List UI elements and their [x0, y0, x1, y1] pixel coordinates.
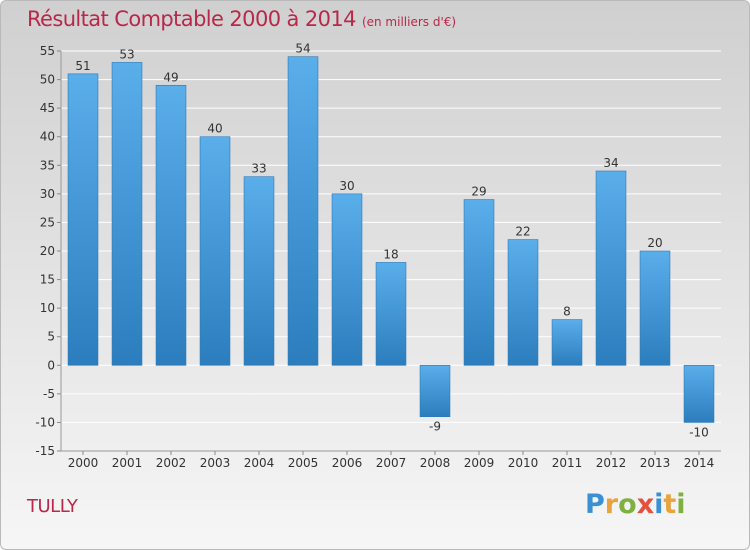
- x-tick-label: 2014: [684, 456, 715, 470]
- y-tick-label: 5: [47, 330, 55, 344]
- y-tick-label: 10: [40, 301, 55, 315]
- bars: [67, 56, 715, 423]
- chart-title: Résultat Comptable 2000 à 2014 (en millie…: [27, 7, 456, 31]
- chart-subtitle: (en milliers d'€): [361, 15, 457, 29]
- data-label: 49: [163, 70, 178, 84]
- y-tick-label: -5: [43, 387, 55, 401]
- data-label: -10: [689, 425, 709, 439]
- y-tick-label: 0: [47, 358, 55, 372]
- x-tick-label: 2008: [420, 456, 451, 470]
- x-tick-label: 2010: [508, 456, 539, 470]
- bar[interactable]: [331, 193, 363, 366]
- bar[interactable]: [287, 56, 319, 366]
- y-tick-label: 50: [40, 73, 55, 87]
- y-tick-label: 40: [40, 130, 55, 144]
- x-tick-label: 2000: [68, 456, 99, 470]
- data-label: 18: [383, 247, 398, 261]
- y-tick-label: -10: [35, 415, 55, 429]
- proxiti-logo[interactable]: Proxiti: [585, 489, 686, 520]
- y-tick-label: 20: [40, 244, 55, 258]
- axes: -15 -10 -5 0 5 10 15 20 25 30 35 40 45 50 55 2000 2001 20…: [35, 44, 721, 470]
- data-label: 33: [251, 162, 266, 176]
- data-label: 40: [207, 122, 222, 136]
- x-tick-label: 2012: [596, 456, 627, 470]
- data-label: 20: [647, 236, 662, 250]
- bar[interactable]: [639, 250, 671, 366]
- y-tick-label: 30: [40, 187, 55, 201]
- bar[interactable]: [551, 319, 583, 366]
- bar[interactable]: [419, 364, 451, 418]
- bar[interactable]: [199, 136, 231, 366]
- x-tick-label: 2013: [640, 456, 671, 470]
- bar[interactable]: [111, 62, 143, 366]
- chart-title-text: Résultat Comptable 2000 à 2014: [27, 7, 357, 31]
- data-labels: 51 53 49 40 33 54 30 18 -9 29 22 8 34 20 -10: [75, 42, 708, 440]
- data-label: 29: [471, 185, 486, 199]
- x-tick-label: 2004: [244, 456, 275, 470]
- bar[interactable]: [683, 364, 715, 423]
- y-tick-label: 25: [40, 215, 55, 229]
- data-label: 51: [75, 59, 90, 73]
- data-label: -9: [429, 420, 441, 434]
- bar[interactable]: [463, 199, 495, 366]
- x-tick-label: 2001: [112, 456, 143, 470]
- bar[interactable]: [243, 176, 275, 366]
- town-name: TULLY: [27, 496, 78, 517]
- bar[interactable]: [155, 84, 187, 366]
- data-label: 54: [295, 42, 310, 56]
- x-tick-label: 2011: [552, 456, 583, 470]
- x-tick-label: 2003: [200, 456, 231, 470]
- x-tick-label: 2005: [288, 456, 319, 470]
- bar[interactable]: [507, 239, 539, 366]
- logo-letter: o: [618, 489, 637, 520]
- x-tick-label: 2002: [156, 456, 187, 470]
- x-tick-label: 2009: [464, 456, 495, 470]
- data-label: 30: [339, 179, 354, 193]
- y-tick-label: 55: [40, 44, 55, 58]
- data-label: 8: [563, 305, 571, 319]
- logo-letter: r: [604, 489, 619, 520]
- logo-letter: i: [676, 489, 686, 520]
- data-label: 53: [119, 47, 134, 61]
- logo-letter: P: [585, 489, 605, 520]
- logo-letter: i: [654, 489, 664, 520]
- data-label: 22: [515, 225, 530, 239]
- x-tick-label: 2006: [332, 456, 363, 470]
- x-tick-label: 2007: [376, 456, 407, 470]
- y-tick-label: -15: [35, 444, 55, 458]
- logo-letter: x: [636, 489, 655, 520]
- bar[interactable]: [375, 262, 407, 366]
- y-tick-label: 45: [40, 101, 55, 115]
- logo-letter: t: [663, 489, 677, 520]
- bar[interactable]: [67, 73, 99, 366]
- y-tick-label: 35: [40, 158, 55, 172]
- bar[interactable]: [595, 170, 627, 366]
- y-tick-label: 15: [40, 273, 55, 287]
- data-label: 34: [603, 156, 618, 170]
